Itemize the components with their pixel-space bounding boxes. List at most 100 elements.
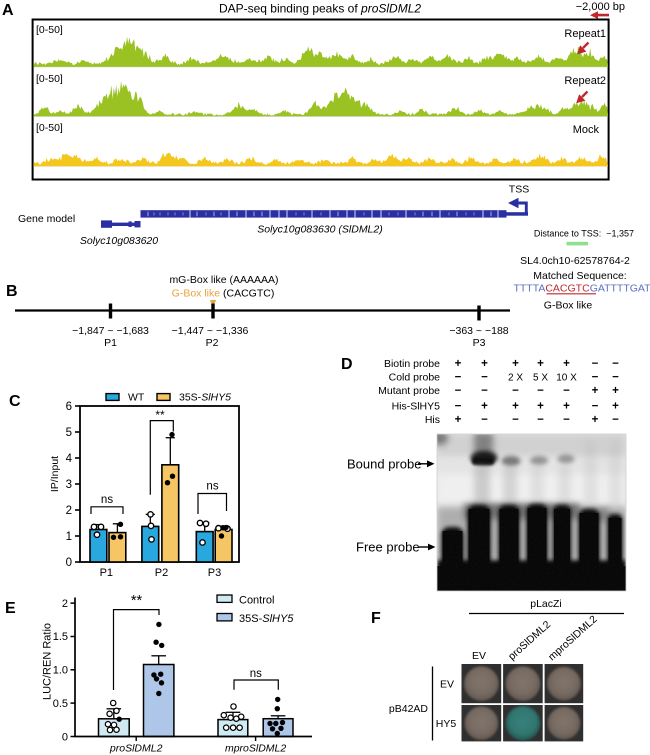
svg-text:EV: EV (472, 650, 486, 662)
svg-text:5 X: 5 X (533, 373, 548, 384)
svg-text:TTTTACACGTCGATTTTGAT: TTTTACACGTCGATTTTGAT (513, 283, 650, 295)
svg-text:P1: P1 (100, 567, 113, 579)
svg-text:C: C (9, 393, 21, 410)
svg-text:pLacZi: pLacZi (530, 598, 562, 610)
svg-text:+: + (592, 414, 599, 426)
svg-text:1.0: 1.0 (53, 665, 68, 677)
svg-text:[0-50]: [0-50] (36, 122, 63, 134)
svg-text:−: − (481, 385, 488, 397)
svg-text:Biotin probe: Biotin probe (384, 358, 440, 370)
svg-text:proSlDML2: proSlDML2 (109, 743, 163, 755)
svg-text:−: − (455, 401, 462, 413)
svg-text:2: 2 (62, 598, 68, 610)
svg-text:Distance to TSS: −1,357: Distance to TSS: −1,357 (534, 229, 634, 239)
svg-text:[0-50]: [0-50] (36, 73, 63, 85)
svg-text:2 X: 2 X (508, 373, 523, 384)
svg-text:Mock: Mock (573, 124, 600, 136)
svg-text:P1: P1 (104, 337, 117, 349)
svg-text:B: B (6, 283, 18, 300)
svg-text:proSlDML2: proSlDML2 (506, 619, 553, 663)
svg-text:−: − (563, 414, 570, 426)
svg-text:+: + (563, 358, 570, 370)
svg-text:1: 1 (66, 531, 72, 543)
svg-text:Free probe: Free probe (356, 540, 420, 555)
svg-text:pB42AD: pB42AD (389, 703, 429, 715)
svg-text:A: A (2, 2, 14, 19)
svg-text:His-SlHY5: His-SlHY5 (392, 401, 441, 413)
svg-text:−: − (563, 385, 570, 397)
svg-text:Solyc10g083620: Solyc10g083620 (80, 235, 158, 247)
svg-text:P3: P3 (208, 567, 221, 579)
svg-text:+: + (512, 358, 519, 370)
svg-text:Cold probe: Cold probe (389, 372, 441, 384)
svg-text:−2,000 bp: −2,000 bp (576, 1, 625, 13)
svg-text:−: − (612, 414, 619, 426)
svg-text:TSS: TSS (509, 184, 529, 196)
svg-text:WT: WT (128, 392, 145, 404)
svg-text:−: − (612, 372, 619, 384)
svg-text:**: ** (155, 408, 165, 422)
svg-text:+: + (592, 385, 599, 397)
svg-text:−: − (537, 414, 544, 426)
svg-text:P2: P2 (155, 567, 168, 579)
svg-text:EV: EV (440, 679, 454, 691)
svg-text:mproSlDML2: mproSlDML2 (225, 743, 286, 755)
svg-text:DAP-seq binding peaks of proSl: DAP-seq binding peaks of proSlDML2 (219, 2, 421, 16)
svg-text:−: − (455, 372, 462, 384)
svg-text:LUC/REN Ratio: LUC/REN Ratio (42, 623, 54, 700)
svg-text:−: − (481, 414, 488, 426)
svg-text:ns: ns (250, 668, 262, 680)
svg-text:HY5: HY5 (436, 718, 457, 730)
svg-text:+: + (455, 358, 462, 370)
svg-text:+: + (537, 401, 544, 413)
svg-text:His: His (425, 414, 440, 426)
svg-text:35S-SlHY5: 35S-SlHY5 (239, 613, 294, 625)
svg-text:10 X: 10 X (556, 373, 577, 384)
svg-text:6: 6 (66, 401, 72, 413)
svg-text:G-Box like (CACGTC): G-Box like (CACGTC) (172, 288, 275, 300)
svg-text:+: + (612, 385, 619, 397)
svg-text:P3: P3 (473, 337, 486, 349)
svg-text:−: − (481, 372, 488, 384)
svg-text:−363 ~ −188: −363 ~ −188 (449, 325, 508, 337)
svg-text:−: − (592, 358, 599, 370)
svg-text:Control: Control (239, 595, 274, 607)
svg-text:+: + (512, 401, 519, 413)
svg-text:+: + (481, 401, 488, 413)
svg-text:G-Box like: G-Box like (544, 300, 593, 312)
svg-text:Repeat1: Repeat1 (564, 28, 606, 40)
svg-text:ns: ns (206, 481, 218, 493)
svg-text:D: D (341, 356, 353, 373)
svg-text:+: + (537, 358, 544, 370)
svg-text:[0-50]: [0-50] (36, 24, 63, 36)
svg-text:−1,847 ~ −1,683: −1,847 ~ −1,683 (72, 325, 149, 337)
svg-text:−: − (455, 385, 462, 397)
svg-text:−: − (537, 385, 544, 397)
svg-text:**: ** (131, 593, 143, 609)
svg-text:+: + (481, 358, 488, 370)
svg-text:Gene model: Gene model (18, 213, 75, 225)
svg-text:mproSlDML2: mproSlDML2 (546, 613, 600, 663)
svg-text:+: + (612, 401, 619, 413)
svg-text:3: 3 (66, 479, 72, 491)
svg-text:+: + (563, 401, 570, 413)
svg-text:35S-SlHY5: 35S-SlHY5 (179, 392, 231, 404)
svg-text:−: − (512, 385, 519, 397)
svg-text:0: 0 (62, 731, 68, 743)
svg-text:2: 2 (66, 505, 72, 517)
svg-text:+: + (455, 414, 462, 426)
svg-text:4: 4 (66, 453, 73, 465)
svg-text:0: 0 (66, 557, 72, 569)
svg-text:ns: ns (101, 494, 113, 506)
svg-text:−: − (592, 401, 599, 413)
svg-text:0.5: 0.5 (53, 698, 68, 710)
svg-text:Bound probe: Bound probe (347, 457, 421, 472)
svg-text:−1,447 ~ −1,336: −1,447 ~ −1,336 (172, 325, 249, 337)
svg-text:F: F (371, 610, 381, 627)
svg-text:−: − (512, 414, 519, 426)
svg-text:SL4.0ch10-62578764-2: SL4.0ch10-62578764-2 (520, 255, 630, 267)
svg-text:Solyc10g083630 (SlDML2): Solyc10g083630 (SlDML2) (257, 224, 383, 236)
svg-text:Matched Sequence:: Matched Sequence: (533, 270, 626, 282)
svg-text:5: 5 (66, 427, 72, 439)
svg-text:P2: P2 (206, 337, 219, 349)
